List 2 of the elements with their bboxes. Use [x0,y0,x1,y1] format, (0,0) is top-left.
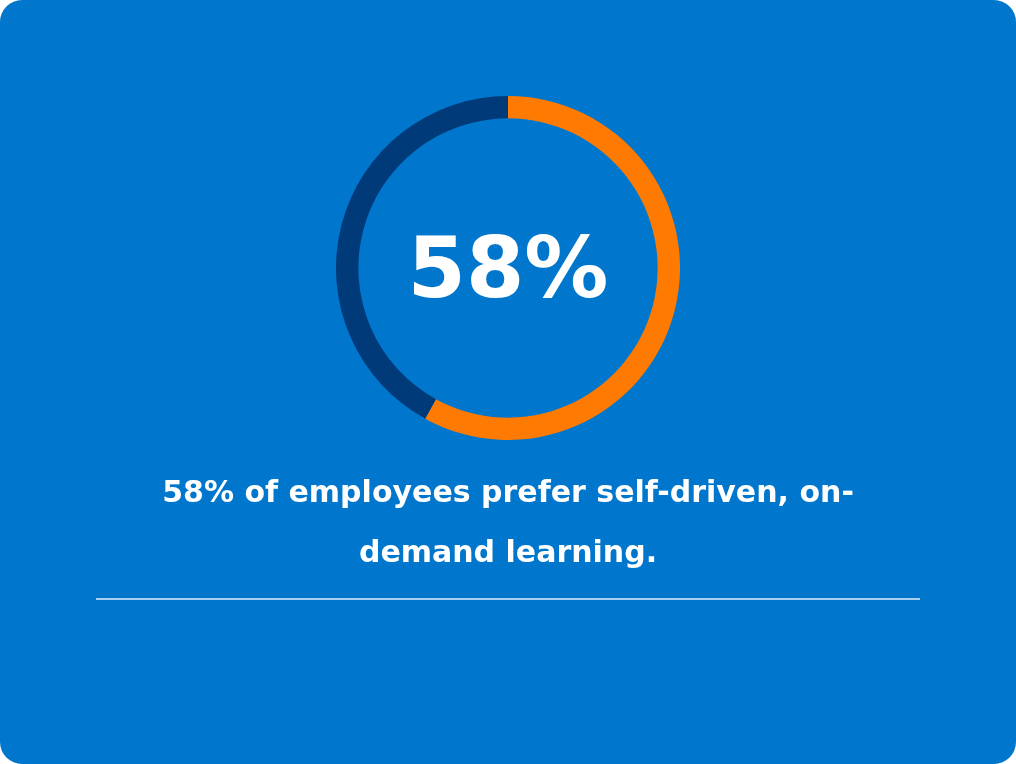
text: 58% [407,219,609,317]
text: 58% of employees prefer self-driven, on-demand learning. [161,473,855,571]
